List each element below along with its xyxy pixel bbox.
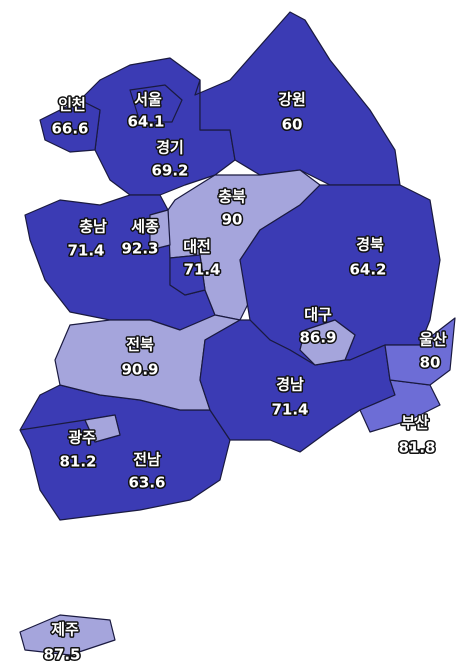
regions [19,11,456,656]
region-name: 대구 [304,306,332,324]
region-name: 경남 [276,376,304,394]
region-value: 90 [222,211,243,229]
region [359,379,441,433]
region-value: 86.9 [299,329,336,347]
region [129,84,183,123]
region-name: 강원 [278,91,306,109]
region [384,317,456,386]
region [19,614,116,656]
region [84,414,121,443]
labels: 인천 66.6 서울 64.1 경기 69.2 강원 60 충북 90 충남 71.4 세종 92.3 대전… [42,89,449,665]
region-value: 64.2 [349,261,386,279]
region [299,319,356,366]
region-value: 81.2 [59,453,96,471]
region-value: 92.3 [121,240,158,258]
region-name: 광주 [68,429,96,447]
region-name: 부산 [401,414,429,432]
region-value: 63.6 [128,474,165,492]
region-name: 세종 [131,218,159,236]
region-name: 전남 [133,451,161,469]
region-name: 울산 [419,331,447,349]
region-value: 71.4 [183,261,220,279]
region-name: 전북 [126,336,154,354]
region-value: 60 [282,116,303,134]
region-name: 충북 [218,188,246,206]
region-name: 경북 [356,236,384,254]
region-value: 90.9 [121,361,158,379]
region-name: 충남 [79,218,107,236]
region-value: 87.5 [43,646,80,664]
region-name: 서울 [134,91,162,109]
region [169,254,206,296]
region-value: 64.1 [127,113,164,131]
region-name: 인천 [58,96,86,114]
region-value: 71.4 [67,242,104,260]
region-value: 81.8 [398,439,435,457]
region-name: 대전 [183,238,211,256]
region-value: 66.6 [51,120,88,138]
region-name: 경기 [156,139,184,157]
region-value: 71.4 [271,401,308,419]
region-name: 제주 [51,621,79,639]
region [149,209,171,251]
region [39,99,101,153]
region-value: 80 [420,354,441,372]
region-value: 69.2 [151,162,188,180]
